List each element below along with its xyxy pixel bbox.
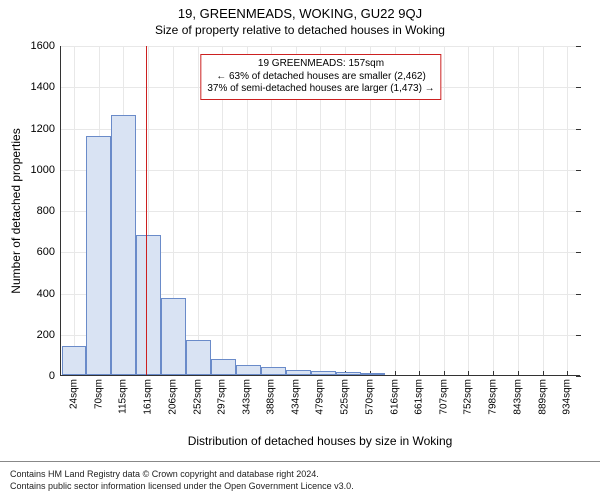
xtick-label: 434sqm xyxy=(291,375,302,415)
ytick-mark xyxy=(576,129,581,130)
xtick-label: 707sqm xyxy=(438,375,449,415)
histogram-bar xyxy=(261,367,286,375)
x-axis-label: Distribution of detached houses by size … xyxy=(188,434,453,448)
histogram-bar xyxy=(62,346,87,375)
histogram-bar xyxy=(361,373,386,375)
gridline-v xyxy=(444,46,445,375)
xtick-label: 889sqm xyxy=(537,375,548,415)
ytick-label: 1200 xyxy=(31,123,61,135)
xtick-label: 70sqm xyxy=(93,375,104,409)
gridline-v xyxy=(518,46,519,375)
xtick-label: 934sqm xyxy=(561,375,572,415)
footer-line-1: Contains HM Land Registry data © Crown c… xyxy=(10,468,590,480)
y-axis-label: Number of detached properties xyxy=(9,128,23,293)
xtick-label: 661sqm xyxy=(414,375,425,415)
xtick-label: 843sqm xyxy=(512,375,523,415)
annotation-line: 37% of semi-detached houses are larger (… xyxy=(207,83,434,96)
xtick-label: 570sqm xyxy=(364,375,375,415)
super-title: 19, GREENMEADS, WOKING, GU22 9QJ xyxy=(0,0,600,21)
histogram-bar xyxy=(86,136,111,375)
xtick-label: 206sqm xyxy=(167,375,178,415)
histogram-bar xyxy=(111,115,136,375)
ytick-mark xyxy=(576,376,581,377)
xtick-label: 343sqm xyxy=(241,375,252,415)
xtick-label: 24sqm xyxy=(69,375,80,409)
xtick-label: 297sqm xyxy=(216,375,227,415)
annotation-line: ← 63% of detached houses are smaller (2,… xyxy=(207,71,434,84)
histogram-bar xyxy=(336,372,361,375)
ytick-label: 1600 xyxy=(31,40,61,52)
xtick-label: 616sqm xyxy=(389,375,400,415)
ytick-mark xyxy=(576,252,581,253)
ytick-mark xyxy=(576,170,581,171)
ytick-mark xyxy=(576,46,581,47)
xtick-label: 479sqm xyxy=(315,375,326,415)
xtick-label: 798sqm xyxy=(488,375,499,415)
sub-title: Size of property relative to detached ho… xyxy=(0,21,600,41)
histogram-bar xyxy=(236,365,261,375)
ytick-label: 600 xyxy=(37,246,61,258)
histogram-bar xyxy=(286,370,311,375)
annotation-line: 19 GREENMEADS: 157sqm xyxy=(207,58,434,71)
histogram-bar xyxy=(186,340,211,375)
ytick-label: 1400 xyxy=(31,81,61,93)
plot-area: 0200400600800100012001400160024sqm70sqm1… xyxy=(60,46,580,376)
ytick-mark xyxy=(576,335,581,336)
gridline-v xyxy=(543,46,544,375)
gridline-v xyxy=(567,46,568,375)
histogram-bar xyxy=(211,359,236,376)
xtick-label: 388sqm xyxy=(266,375,277,415)
ytick-mark xyxy=(576,87,581,88)
ytick-label: 1000 xyxy=(31,164,61,176)
xtick-label: 252sqm xyxy=(192,375,203,415)
attribution-footer: Contains HM Land Registry data © Crown c… xyxy=(0,461,600,500)
xtick-label: 525sqm xyxy=(340,375,351,415)
ytick-mark xyxy=(576,211,581,212)
marker-line xyxy=(146,46,147,375)
histogram-bar xyxy=(161,298,186,375)
gridline-v xyxy=(468,46,469,375)
gridline-v xyxy=(493,46,494,375)
xtick-label: 161sqm xyxy=(143,375,154,415)
ytick-label: 800 xyxy=(37,205,61,217)
histogram-bar xyxy=(311,371,336,375)
ytick-label: 200 xyxy=(37,329,61,341)
annotation-box: 19 GREENMEADS: 157sqm← 63% of detached h… xyxy=(200,54,441,100)
xtick-label: 752sqm xyxy=(463,375,474,415)
ytick-label: 0 xyxy=(49,370,61,382)
chart-container: 19, GREENMEADS, WOKING, GU22 9QJ Size of… xyxy=(0,0,600,500)
ytick-mark xyxy=(576,294,581,295)
xtick-label: 115sqm xyxy=(118,375,129,414)
histogram-bar xyxy=(136,235,161,375)
ytick-label: 400 xyxy=(37,288,61,300)
gridline-v xyxy=(74,46,75,375)
footer-line-2: Contains public sector information licen… xyxy=(10,480,590,492)
gridline-v xyxy=(198,46,199,375)
